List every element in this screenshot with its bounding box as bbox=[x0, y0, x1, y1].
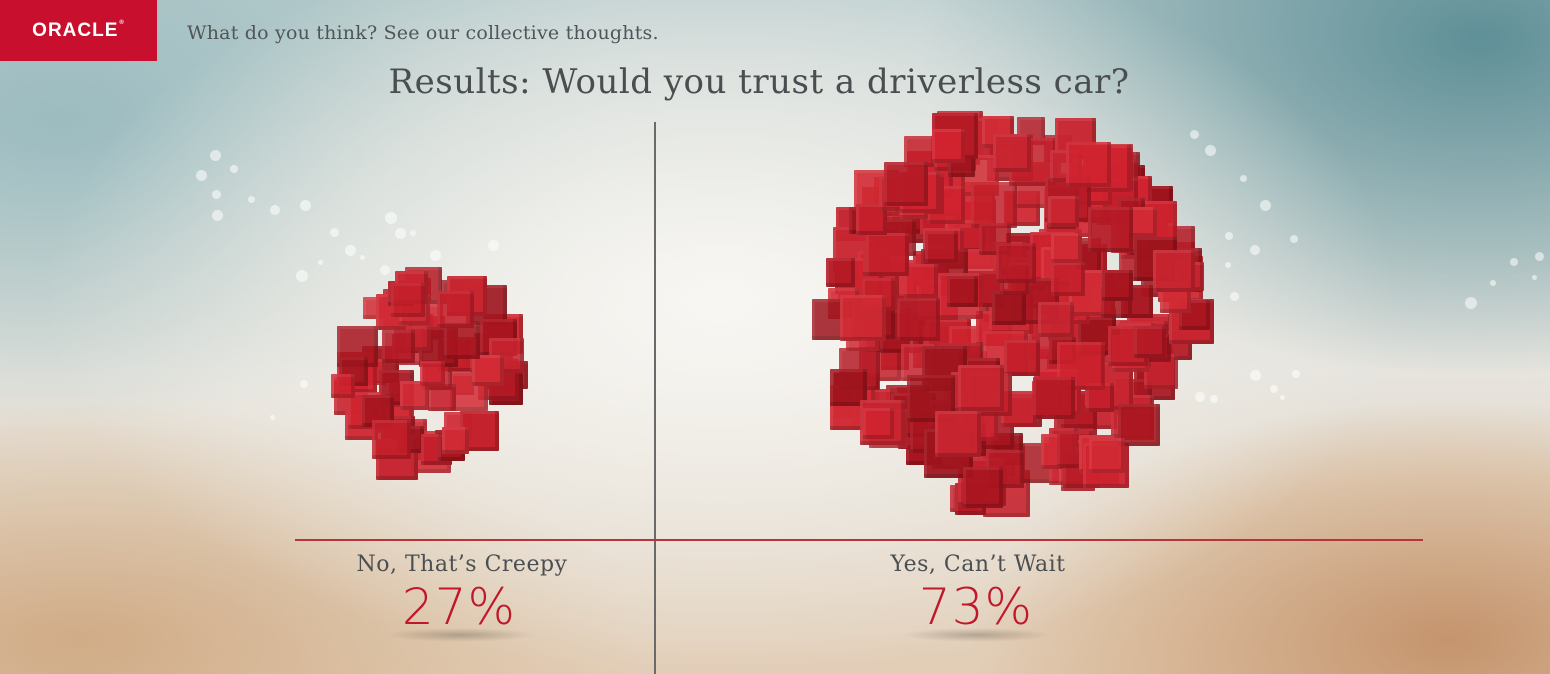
cube bbox=[372, 420, 412, 460]
decorative-dot bbox=[345, 245, 356, 256]
percent-shadow-no bbox=[385, 628, 535, 642]
decorative-dot bbox=[1240, 175, 1247, 182]
cube bbox=[995, 242, 1037, 284]
cube bbox=[1134, 325, 1167, 358]
cube bbox=[883, 161, 929, 207]
cube bbox=[330, 374, 355, 399]
cube bbox=[862, 407, 894, 439]
cube bbox=[444, 323, 480, 359]
cube bbox=[420, 360, 446, 386]
cube bbox=[1153, 249, 1196, 293]
decorative-dot bbox=[212, 210, 223, 221]
decorative-dot bbox=[1270, 385, 1278, 393]
poll-title: Results: Would you trust a driverless ca… bbox=[388, 62, 1130, 102]
decorative-dot bbox=[248, 196, 255, 203]
decorative-dot bbox=[230, 165, 238, 173]
cube bbox=[829, 368, 867, 406]
decorative-dot bbox=[1230, 292, 1239, 301]
decorative-dot bbox=[296, 270, 308, 282]
decorative-dot bbox=[300, 380, 308, 388]
decorative-dot bbox=[1210, 395, 1218, 403]
decorative-dot bbox=[1195, 392, 1205, 402]
decorative-dot bbox=[1250, 370, 1261, 381]
answer-label-yes: Yes, Can’t Wait bbox=[890, 552, 1066, 577]
tagline: What do you think? See our collective th… bbox=[187, 22, 659, 44]
decorative-dot bbox=[1535, 252, 1544, 261]
cube bbox=[866, 233, 909, 277]
cube bbox=[903, 263, 938, 298]
cube bbox=[1102, 270, 1134, 302]
cube bbox=[442, 426, 470, 454]
cube bbox=[896, 298, 940, 342]
decorative-dot bbox=[270, 415, 275, 420]
cube bbox=[825, 257, 856, 288]
cube bbox=[962, 467, 1003, 508]
cube bbox=[1050, 261, 1085, 296]
decorative-dot bbox=[1280, 395, 1285, 400]
decorative-dot bbox=[1225, 262, 1231, 268]
decorative-dot bbox=[1465, 297, 1477, 309]
answer-percent-no: 27% bbox=[401, 578, 517, 636]
decorative-dot bbox=[1490, 280, 1496, 286]
cube bbox=[991, 290, 1027, 326]
answer-label-no: No, That’s Creepy bbox=[356, 552, 568, 577]
cube bbox=[946, 275, 979, 307]
cube bbox=[931, 128, 966, 163]
decorative-dot bbox=[1292, 370, 1300, 378]
cube bbox=[1038, 301, 1074, 338]
cube bbox=[1004, 340, 1040, 376]
cube bbox=[1117, 403, 1160, 446]
cube bbox=[1087, 206, 1133, 252]
decorative-dot bbox=[410, 230, 416, 236]
answer-percent-yes: 73% bbox=[918, 578, 1034, 636]
cube bbox=[992, 133, 1031, 173]
decorative-dot bbox=[330, 228, 339, 237]
decorative-dot bbox=[300, 200, 311, 211]
divider-vertical bbox=[654, 122, 656, 674]
percent-shadow-yes bbox=[902, 628, 1052, 642]
cube bbox=[437, 291, 475, 328]
cube bbox=[472, 354, 504, 387]
decorative-dot bbox=[1225, 232, 1233, 240]
decorative-dot bbox=[380, 265, 390, 275]
cube bbox=[1065, 141, 1111, 187]
oracle-logo[interactable]: ORACLE® bbox=[0, 0, 157, 61]
cube bbox=[840, 295, 887, 342]
decorative-dot bbox=[1290, 235, 1298, 243]
cube bbox=[1033, 377, 1076, 419]
cube bbox=[1051, 232, 1082, 264]
cube bbox=[934, 410, 981, 457]
decorative-dot bbox=[210, 150, 221, 161]
cube bbox=[390, 282, 425, 317]
decorative-dot bbox=[318, 260, 323, 265]
decorative-dot bbox=[196, 170, 207, 181]
cube bbox=[1048, 195, 1080, 227]
cube bbox=[381, 329, 416, 364]
decorative-dot bbox=[1510, 258, 1518, 266]
decorative-dot bbox=[488, 240, 499, 251]
decorative-dot bbox=[1205, 145, 1216, 156]
decorative-dot bbox=[395, 228, 406, 239]
decorative-dot bbox=[385, 212, 397, 224]
decorative-dot bbox=[212, 190, 221, 199]
decorative-dot bbox=[430, 250, 441, 261]
cube bbox=[1089, 437, 1125, 473]
decorative-dot bbox=[1260, 200, 1271, 211]
cube bbox=[971, 182, 1018, 229]
logo-text: ORACLE® bbox=[32, 19, 125, 41]
decorative-dot bbox=[1250, 245, 1260, 255]
decorative-dot bbox=[360, 255, 365, 260]
divider-horizontal bbox=[295, 539, 1423, 541]
decorative-dot bbox=[270, 205, 280, 215]
decorative-dot bbox=[1532, 275, 1537, 280]
cube bbox=[958, 365, 1005, 412]
cube bbox=[925, 230, 959, 264]
decorative-dot bbox=[1190, 130, 1199, 139]
